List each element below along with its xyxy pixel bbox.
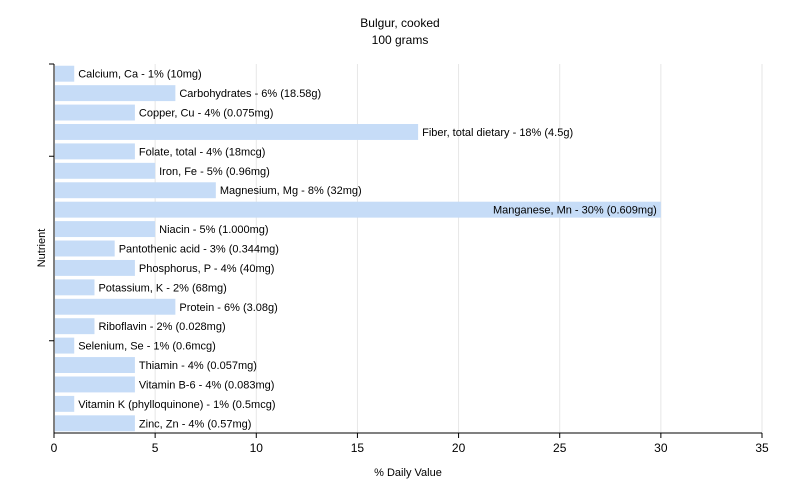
bar [55,259,135,276]
bar-label: Magnesium, Mg - 8% (32mg) [220,185,362,197]
x-tick-label: 0 [51,441,58,455]
bar [55,65,75,82]
bar [55,415,135,432]
bar [55,182,216,199]
bar [55,318,95,335]
bar [55,104,135,121]
x-axis-title: % Daily Value [374,467,442,479]
x-tick-label: 15 [351,441,365,455]
bar-label: Iron, Fe - 5% (0.96mg) [159,166,270,178]
x-tick-label: 20 [452,441,466,455]
bar-label: Pantothenic acid - 3% (0.344mg) [119,244,279,256]
x-tick-label: 10 [250,441,264,455]
bar-label: Riboflavin - 2% (0.028mg) [98,321,225,333]
bar-label: Fiber, total dietary - 18% (4.5g) [422,127,573,139]
bar-label: Zinc, Zn - 4% (0.57mg) [139,418,251,430]
bar [55,221,156,238]
x-tick-label: 30 [654,441,668,455]
bar [55,240,115,257]
bar-label: Vitamin K (phylloquinone) - 1% (0.5mcg) [78,399,275,411]
x-tick-label: 25 [553,441,567,455]
bar [55,279,95,296]
bar-label: Carbohydrates - 6% (18.58g) [179,88,321,100]
bar [55,376,135,393]
bar-label: Folate, total - 4% (18mcg) [139,146,266,158]
chart-title: Bulgur, cooked [360,16,439,30]
bar [55,85,176,102]
bars [55,65,661,432]
bar-label: Selenium, Se - 1% (0.6mcg) [78,341,216,353]
bar [55,298,176,315]
bar-label: Calcium, Ca - 1% (10mg) [78,69,201,81]
bar [55,124,419,140]
y-axis-title: Nutrient [36,229,48,268]
bar-label: Potassium, K - 2% (68mg) [98,282,226,294]
chart-subtitle: 100 grams [372,33,429,47]
bar-label: Niacin - 5% (1.000mg) [159,224,268,236]
bar [55,357,135,373]
x-tick-label: 5 [152,441,159,455]
bar [55,201,661,218]
bar [55,162,156,179]
bar-label: Manganese, Mn - 30% (0.609mg) [493,205,657,217]
bar [55,143,135,160]
bar [55,395,75,412]
bar-label: Vitamin B-6 - 4% (0.083mg) [139,379,275,391]
bar-label: Copper, Cu - 4% (0.075mg) [139,108,274,120]
bar-labels: Calcium, Ca - 1% (10mg) Carbohydrates - 6… [78,69,657,431]
bar-label: Thiamin - 4% (0.057mg) [139,360,257,372]
bar [55,337,75,354]
x-tick-label: 35 [755,441,769,455]
bar-label: Protein - 6% (3.08g) [179,302,277,314]
axes: 0 5 10 15 20 25 30 35 [49,63,769,455]
bar-label: Phosphorus, P - 4% (40mg) [139,263,275,275]
